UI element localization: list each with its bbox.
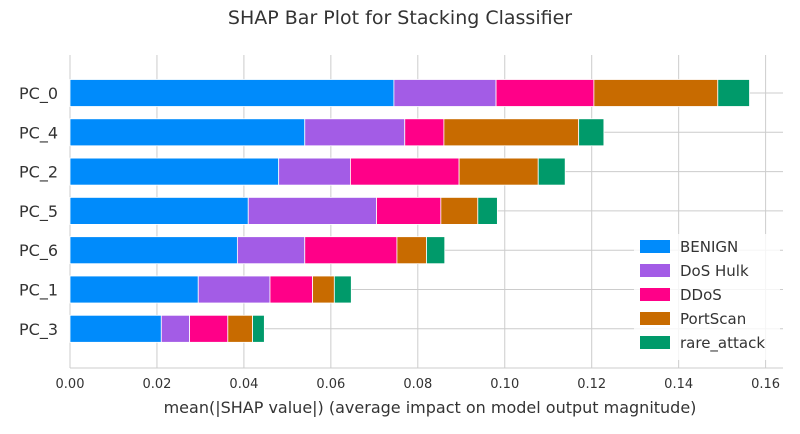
y-tick-label: PC_1: [19, 281, 58, 301]
bar-segment-PC_3-DoS Hulk: [160, 314, 190, 343]
bar-segment-PC_2-DoS Hulk: [278, 157, 351, 186]
bar-segment-PC_6-rare_attack: [426, 236, 446, 265]
bar-segment-PC_5-rare_attack: [477, 196, 498, 225]
bar-segment-PC_5-PortScan: [440, 196, 479, 225]
y-tick-label: PC_2: [19, 163, 58, 183]
legend-swatch-PortScan: [640, 312, 670, 325]
bar-segment-PC_5-DoS Hulk: [247, 196, 377, 225]
legend-label: DDoS: [680, 286, 722, 304]
bar-segment-PC_2-rare_attack: [537, 157, 566, 186]
bar-segment-PC_6-DDoS: [304, 236, 398, 265]
bar-segment-PC_4-DoS Hulk: [304, 118, 406, 147]
bar-segment-PC_4-PortScan: [443, 118, 580, 147]
x-tick-label: 0.02: [142, 377, 171, 392]
bar-segment-PC_1-BENIGN: [69, 275, 199, 304]
bar-segment-PC_2-BENIGN: [69, 157, 280, 186]
bar-segment-PC_1-PortScan: [312, 275, 335, 304]
y-tick-label: PC_5: [19, 202, 58, 222]
legend-label: rare_attack: [680, 334, 765, 353]
bar-segment-PC_3-PortScan: [227, 314, 253, 343]
legend-label: PortScan: [680, 310, 746, 328]
x-tick-label: 0.08: [403, 377, 432, 392]
bar-segment-PC_6-DoS Hulk: [236, 236, 306, 265]
legend-swatch-rare_attack: [640, 336, 670, 349]
bar-segment-PC_6-PortScan: [396, 236, 427, 265]
legend-label: DoS Hulk: [680, 262, 749, 280]
bar-segment-PC_2-PortScan: [458, 157, 539, 186]
legend-swatch-DoS Hulk: [640, 264, 670, 277]
bar-segment-PC_3-rare_attack: [252, 314, 265, 343]
legend-label: BENIGN: [680, 238, 738, 256]
bar-segment-PC_0-DoS Hulk: [393, 79, 497, 107]
bar-segment-PC_6-BENIGN: [69, 236, 238, 265]
x-axis-label: mean(|SHAP value|) (average impact on mo…: [164, 398, 697, 417]
bar-segment-PC_3-BENIGN: [69, 314, 162, 343]
bar-segment-PC_0-PortScan: [593, 79, 719, 107]
x-tick-label: 0.12: [577, 377, 606, 392]
bar-segment-PC_0-BENIGN: [69, 79, 395, 107]
bar-segment-PC_4-DDoS: [404, 118, 445, 147]
x-tick-label: 0.06: [316, 377, 345, 392]
bar-segment-PC_4-BENIGN: [69, 118, 306, 147]
bar-segment-PC_3-DDoS: [189, 314, 229, 343]
y-tick-label: PC_3: [19, 320, 58, 340]
bar-segment-PC_0-rare_attack: [717, 79, 750, 107]
chart-title: SHAP Bar Plot for Stacking Classifier: [228, 7, 572, 29]
bar-segment-PC_5-DDoS: [376, 196, 442, 225]
x-tick-label: 0.04: [229, 377, 258, 392]
legend-swatch-DDoS: [640, 288, 670, 301]
bar-segment-PC_1-DDoS: [269, 275, 313, 304]
bar-segment-PC_4-rare_attack: [578, 118, 605, 147]
x-tick-label: 0.14: [664, 377, 693, 392]
y-tick-label: PC_0: [19, 84, 58, 104]
bar-segment-PC_2-DDoS: [350, 157, 460, 186]
bar-segment-PC_1-rare_attack: [333, 275, 352, 304]
bar-segment-PC_0-DDoS: [495, 79, 595, 107]
x-tick-label: 0.10: [490, 377, 519, 392]
y-tick-label: PC_4: [19, 123, 58, 143]
y-tick-label: PC_6: [19, 241, 58, 261]
bar-segment-PC_5-BENIGN: [69, 196, 249, 225]
legend-swatch-BENIGN: [640, 240, 670, 253]
bar-segment-PC_1-DoS Hulk: [197, 275, 271, 304]
x-tick-label: 0.00: [56, 377, 85, 392]
x-tick-label: 0.16: [751, 377, 780, 392]
